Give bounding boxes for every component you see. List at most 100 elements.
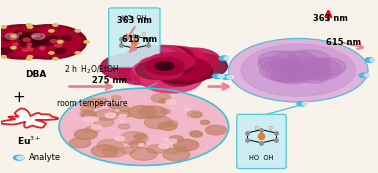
Circle shape (19, 33, 22, 34)
Circle shape (82, 112, 96, 119)
Circle shape (85, 126, 100, 133)
Circle shape (286, 69, 313, 81)
Text: Analyte: Analyte (29, 153, 61, 162)
Circle shape (190, 131, 203, 137)
Circle shape (146, 57, 184, 75)
Circle shape (155, 62, 182, 75)
Circle shape (144, 46, 207, 75)
Circle shape (105, 113, 116, 118)
Circle shape (96, 98, 108, 104)
Circle shape (5, 33, 19, 39)
Circle shape (270, 51, 319, 74)
Circle shape (222, 75, 232, 79)
Circle shape (364, 74, 371, 77)
Text: 363 nm: 363 nm (117, 16, 152, 25)
Text: DBA: DBA (25, 70, 46, 79)
Circle shape (11, 35, 16, 37)
Circle shape (94, 117, 114, 127)
Circle shape (81, 106, 94, 112)
FancyBboxPatch shape (109, 8, 160, 67)
Circle shape (49, 36, 58, 40)
Circle shape (0, 27, 54, 56)
Circle shape (187, 111, 202, 118)
Circle shape (185, 108, 191, 110)
Circle shape (27, 43, 32, 45)
Circle shape (259, 51, 298, 69)
Circle shape (161, 57, 211, 80)
Circle shape (55, 44, 62, 47)
Circle shape (130, 59, 194, 88)
Circle shape (370, 58, 376, 61)
Circle shape (129, 140, 146, 148)
Circle shape (26, 31, 42, 38)
Circle shape (69, 138, 91, 148)
Circle shape (153, 61, 197, 81)
Circle shape (305, 67, 333, 79)
Circle shape (0, 25, 60, 59)
Circle shape (133, 61, 168, 78)
Circle shape (302, 102, 309, 105)
Circle shape (161, 70, 198, 86)
Circle shape (229, 38, 368, 102)
Circle shape (109, 104, 120, 109)
Circle shape (22, 39, 35, 45)
Circle shape (169, 136, 183, 142)
Circle shape (53, 58, 58, 60)
Text: O: O (130, 32, 133, 37)
Circle shape (144, 46, 194, 69)
Circle shape (41, 40, 52, 46)
Circle shape (260, 60, 306, 81)
Circle shape (166, 60, 194, 73)
Circle shape (50, 40, 57, 43)
Circle shape (14, 155, 24, 160)
Circle shape (295, 59, 342, 80)
Circle shape (28, 26, 33, 28)
Circle shape (163, 149, 190, 161)
Circle shape (166, 148, 179, 154)
Circle shape (28, 42, 40, 47)
Circle shape (130, 148, 157, 160)
Circle shape (213, 74, 223, 78)
Circle shape (119, 66, 161, 85)
Circle shape (134, 134, 146, 139)
Circle shape (219, 56, 229, 60)
Circle shape (22, 49, 28, 51)
Circle shape (54, 48, 66, 54)
Circle shape (145, 58, 173, 71)
Circle shape (112, 96, 121, 100)
Circle shape (3, 38, 10, 41)
Text: O: O (269, 126, 273, 131)
Circle shape (258, 57, 290, 71)
Circle shape (91, 145, 119, 157)
Circle shape (144, 116, 172, 129)
Circle shape (92, 125, 102, 130)
Circle shape (167, 139, 177, 143)
Circle shape (120, 120, 125, 123)
Circle shape (279, 56, 330, 79)
Circle shape (25, 35, 39, 42)
Circle shape (101, 54, 159, 80)
Circle shape (153, 57, 212, 84)
Text: 275 nm: 275 nm (92, 76, 127, 85)
Circle shape (171, 53, 227, 79)
Circle shape (11, 47, 16, 49)
FancyBboxPatch shape (237, 114, 286, 169)
Circle shape (118, 111, 132, 117)
Circle shape (44, 37, 55, 42)
Text: O: O (142, 32, 146, 37)
Circle shape (359, 73, 369, 78)
Circle shape (158, 122, 177, 130)
Circle shape (27, 48, 33, 51)
Circle shape (119, 107, 130, 111)
Circle shape (11, 36, 16, 38)
Circle shape (0, 48, 12, 54)
Text: HO  OH: HO OH (122, 15, 147, 21)
Circle shape (26, 24, 32, 26)
Circle shape (271, 69, 299, 82)
Circle shape (200, 120, 209, 125)
Circle shape (163, 138, 168, 140)
Text: 363 nm: 363 nm (313, 14, 348, 23)
Circle shape (123, 52, 158, 68)
Circle shape (84, 99, 104, 108)
Circle shape (241, 44, 355, 96)
